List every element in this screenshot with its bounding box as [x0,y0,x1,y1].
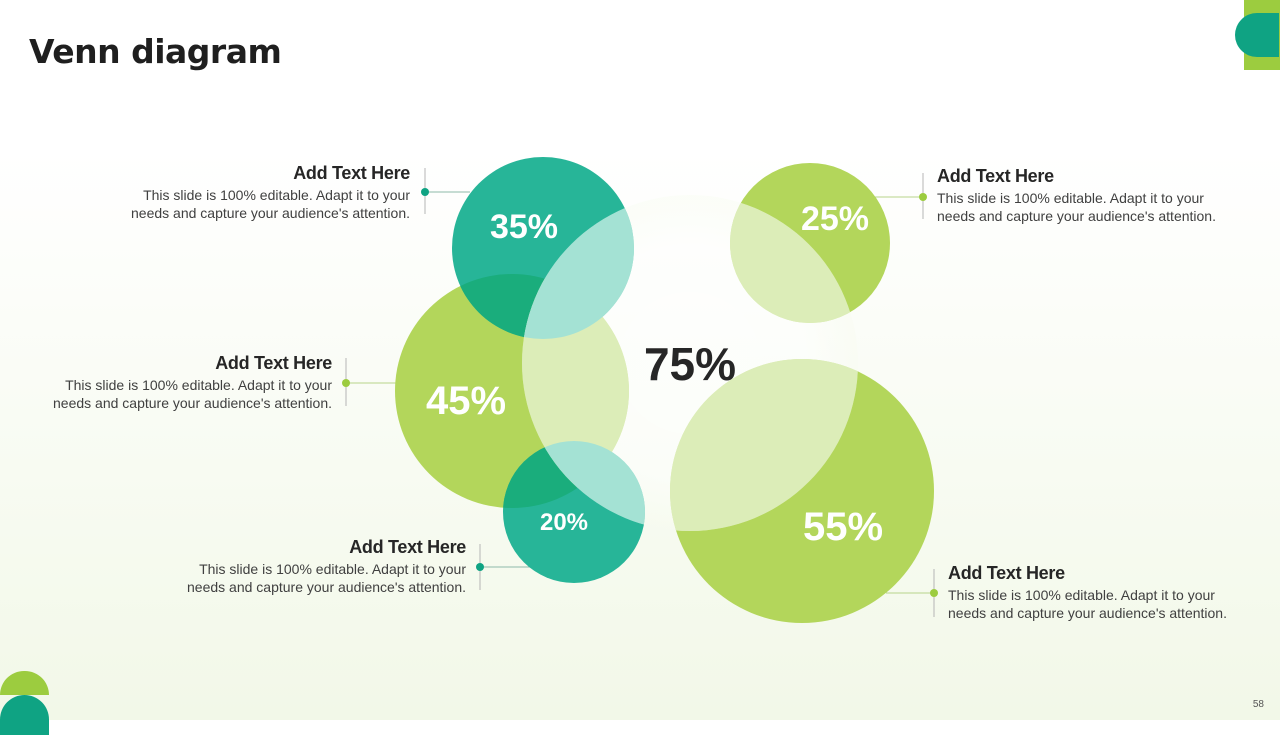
connector-dot [421,188,429,196]
callout-text-line: needs and capture your audience's attent… [187,579,466,595]
callout-text: This slide is 100% editable. Adapt it to… [948,586,1268,622]
connector-dot [919,193,927,201]
venn-diagram: 35% 45% 20% 25% 55% 75% [342,157,938,623]
callout-heading: Add Text Here [948,563,1065,583]
callout-text: This slide is 100% editable. Adapt it to… [937,189,1257,225]
callout-20: Add Text Here This slide is 100% editabl… [116,536,466,596]
corner-decoration-teal-half-circle [1235,13,1279,57]
overlap-35-75 [522,195,634,339]
connector-dot [476,563,484,571]
callout-text-line: This slide is 100% editable. Adapt it to… [937,190,1204,206]
callout-heading: Add Text Here [937,166,1054,186]
connector-dot [342,379,350,387]
label-20: 20% [540,509,588,536]
callout-text: This slide is 100% editable. Adapt it to… [10,376,332,412]
callout-45: Add Text Here This slide is 100% editabl… [10,352,332,412]
label-75: 75% [644,338,736,390]
callout-text-line: needs and capture your audience's attent… [937,208,1216,224]
callout-text: This slide is 100% editable. Adapt it to… [60,186,410,222]
label-45: 45% [426,379,506,423]
label-35: 35% [490,208,558,246]
callout-heading: Add Text Here [293,163,410,183]
overlap-25-75 [730,195,858,323]
callout-text-line: This slide is 100% editable. Adapt it to… [65,377,332,393]
callout-text-line: needs and capture your audience's attent… [53,395,332,411]
callout-text-line: This slide is 100% editable. Adapt it to… [199,561,466,577]
connector-dot [930,589,938,597]
connector-lines [342,168,938,617]
callout-55: Add Text Here This slide is 100% editabl… [948,562,1268,622]
callout-text-line: needs and capture your audience's attent… [131,205,410,221]
callout-text-line: This slide is 100% editable. Adapt it to… [143,187,410,203]
label-25: 25% [801,200,869,238]
label-55: 55% [803,505,883,549]
callout-25: Add Text Here This slide is 100% editabl… [937,165,1257,225]
page-number: 58 [1252,699,1264,710]
callout-heading: Add Text Here [349,537,466,557]
callout-text: This slide is 100% editable. Adapt it to… [116,560,466,596]
slide-title: Venn diagram [29,32,282,71]
callout-heading: Add Text Here [215,353,332,373]
callout-text-line: needs and capture your audience's attent… [948,605,1227,621]
callout-text-line: This slide is 100% editable. Adapt it to… [948,587,1215,603]
callout-35: Add Text Here This slide is 100% editabl… [60,162,410,222]
